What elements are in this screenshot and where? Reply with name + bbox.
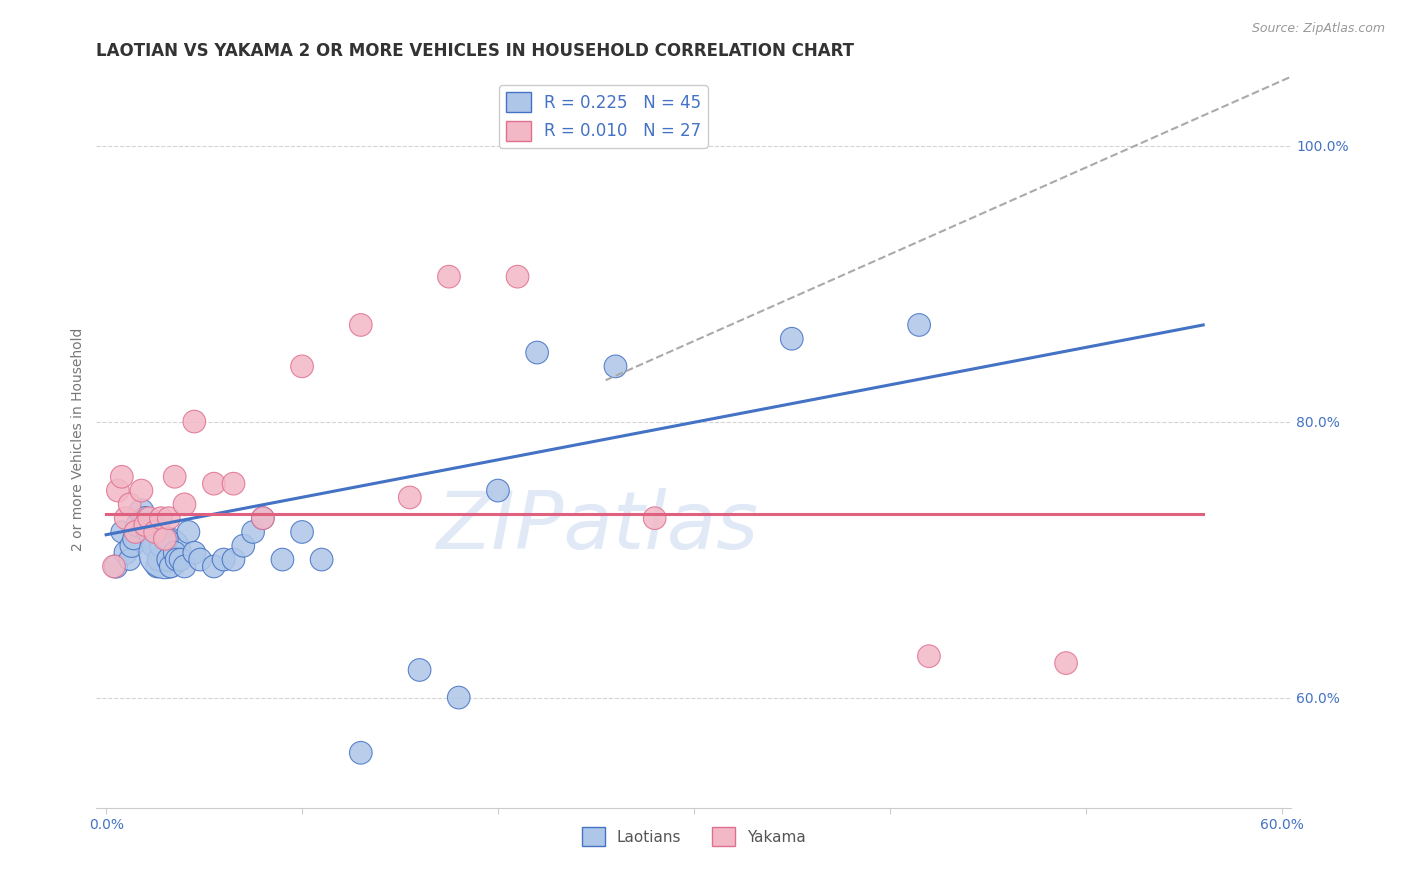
Point (222, 552, 245, 566)
Point (169, 552, 191, 566)
Point (188, 552, 211, 566)
Point (156, 532, 179, 546)
Point (157, 552, 180, 566)
Point (124, 524, 146, 539)
Point (134, 511, 156, 525)
Point (142, 539, 165, 553)
Point (127, 518, 149, 533)
Point (141, 532, 163, 546)
Text: ZIPatlas: ZIPatlas (437, 489, 759, 566)
Point (242, 524, 264, 539)
Point (134, 518, 156, 533)
Point (163, 546, 186, 560)
Point (121, 539, 143, 553)
Point (1054, 656, 1077, 670)
Point (114, 546, 136, 560)
Point (202, 559, 225, 574)
Point (131, 504, 153, 518)
Point (118, 497, 141, 511)
Point (311, 552, 333, 566)
Point (486, 483, 509, 498)
Point (437, 269, 460, 284)
Point (118, 552, 141, 566)
Point (159, 559, 181, 574)
Point (605, 359, 627, 374)
Text: LAOTIAN VS YAKAMA 2 OR MORE VEHICLES IN HOUSEHOLD CORRELATION CHART: LAOTIAN VS YAKAMA 2 OR MORE VEHICLES IN … (97, 42, 855, 60)
Point (291, 524, 314, 539)
Point (447, 690, 470, 705)
Point (526, 345, 548, 359)
Point (202, 476, 225, 491)
Point (183, 415, 205, 429)
Point (173, 559, 195, 574)
Point (222, 476, 245, 491)
Point (506, 269, 529, 284)
Point (153, 546, 176, 560)
Point (232, 539, 254, 553)
Point (153, 532, 176, 546)
Point (252, 511, 274, 525)
Point (163, 469, 186, 483)
Point (143, 518, 166, 533)
Point (136, 524, 159, 539)
Point (107, 483, 129, 498)
Point (644, 511, 666, 525)
Point (103, 559, 125, 574)
Point (143, 524, 166, 539)
Point (918, 649, 941, 664)
Point (291, 359, 314, 374)
Point (252, 511, 274, 525)
Point (111, 469, 134, 483)
Point (138, 524, 160, 539)
Point (150, 511, 173, 525)
Y-axis label: 2 or more Vehicles in Household: 2 or more Vehicles in Household (72, 327, 86, 550)
Point (212, 552, 235, 566)
Text: Source: ZipAtlas.com: Source: ZipAtlas.com (1251, 22, 1385, 36)
Point (122, 532, 145, 546)
Point (173, 497, 195, 511)
Point (146, 559, 169, 574)
Point (398, 491, 420, 505)
Point (177, 524, 200, 539)
Point (104, 559, 127, 574)
Point (908, 318, 931, 332)
Point (111, 524, 134, 539)
Point (166, 552, 188, 566)
Point (157, 511, 180, 525)
Point (271, 552, 294, 566)
Point (150, 539, 173, 553)
Point (114, 511, 136, 525)
Legend: R = 0.225   N = 45, R = 0.010   N = 27: R = 0.225 N = 45, R = 0.010 N = 27 (499, 86, 707, 148)
Point (408, 663, 430, 677)
Point (780, 332, 803, 346)
Point (350, 746, 373, 760)
Point (148, 552, 170, 566)
Point (138, 511, 160, 525)
Point (131, 483, 153, 498)
Point (183, 546, 205, 560)
Point (350, 318, 373, 332)
